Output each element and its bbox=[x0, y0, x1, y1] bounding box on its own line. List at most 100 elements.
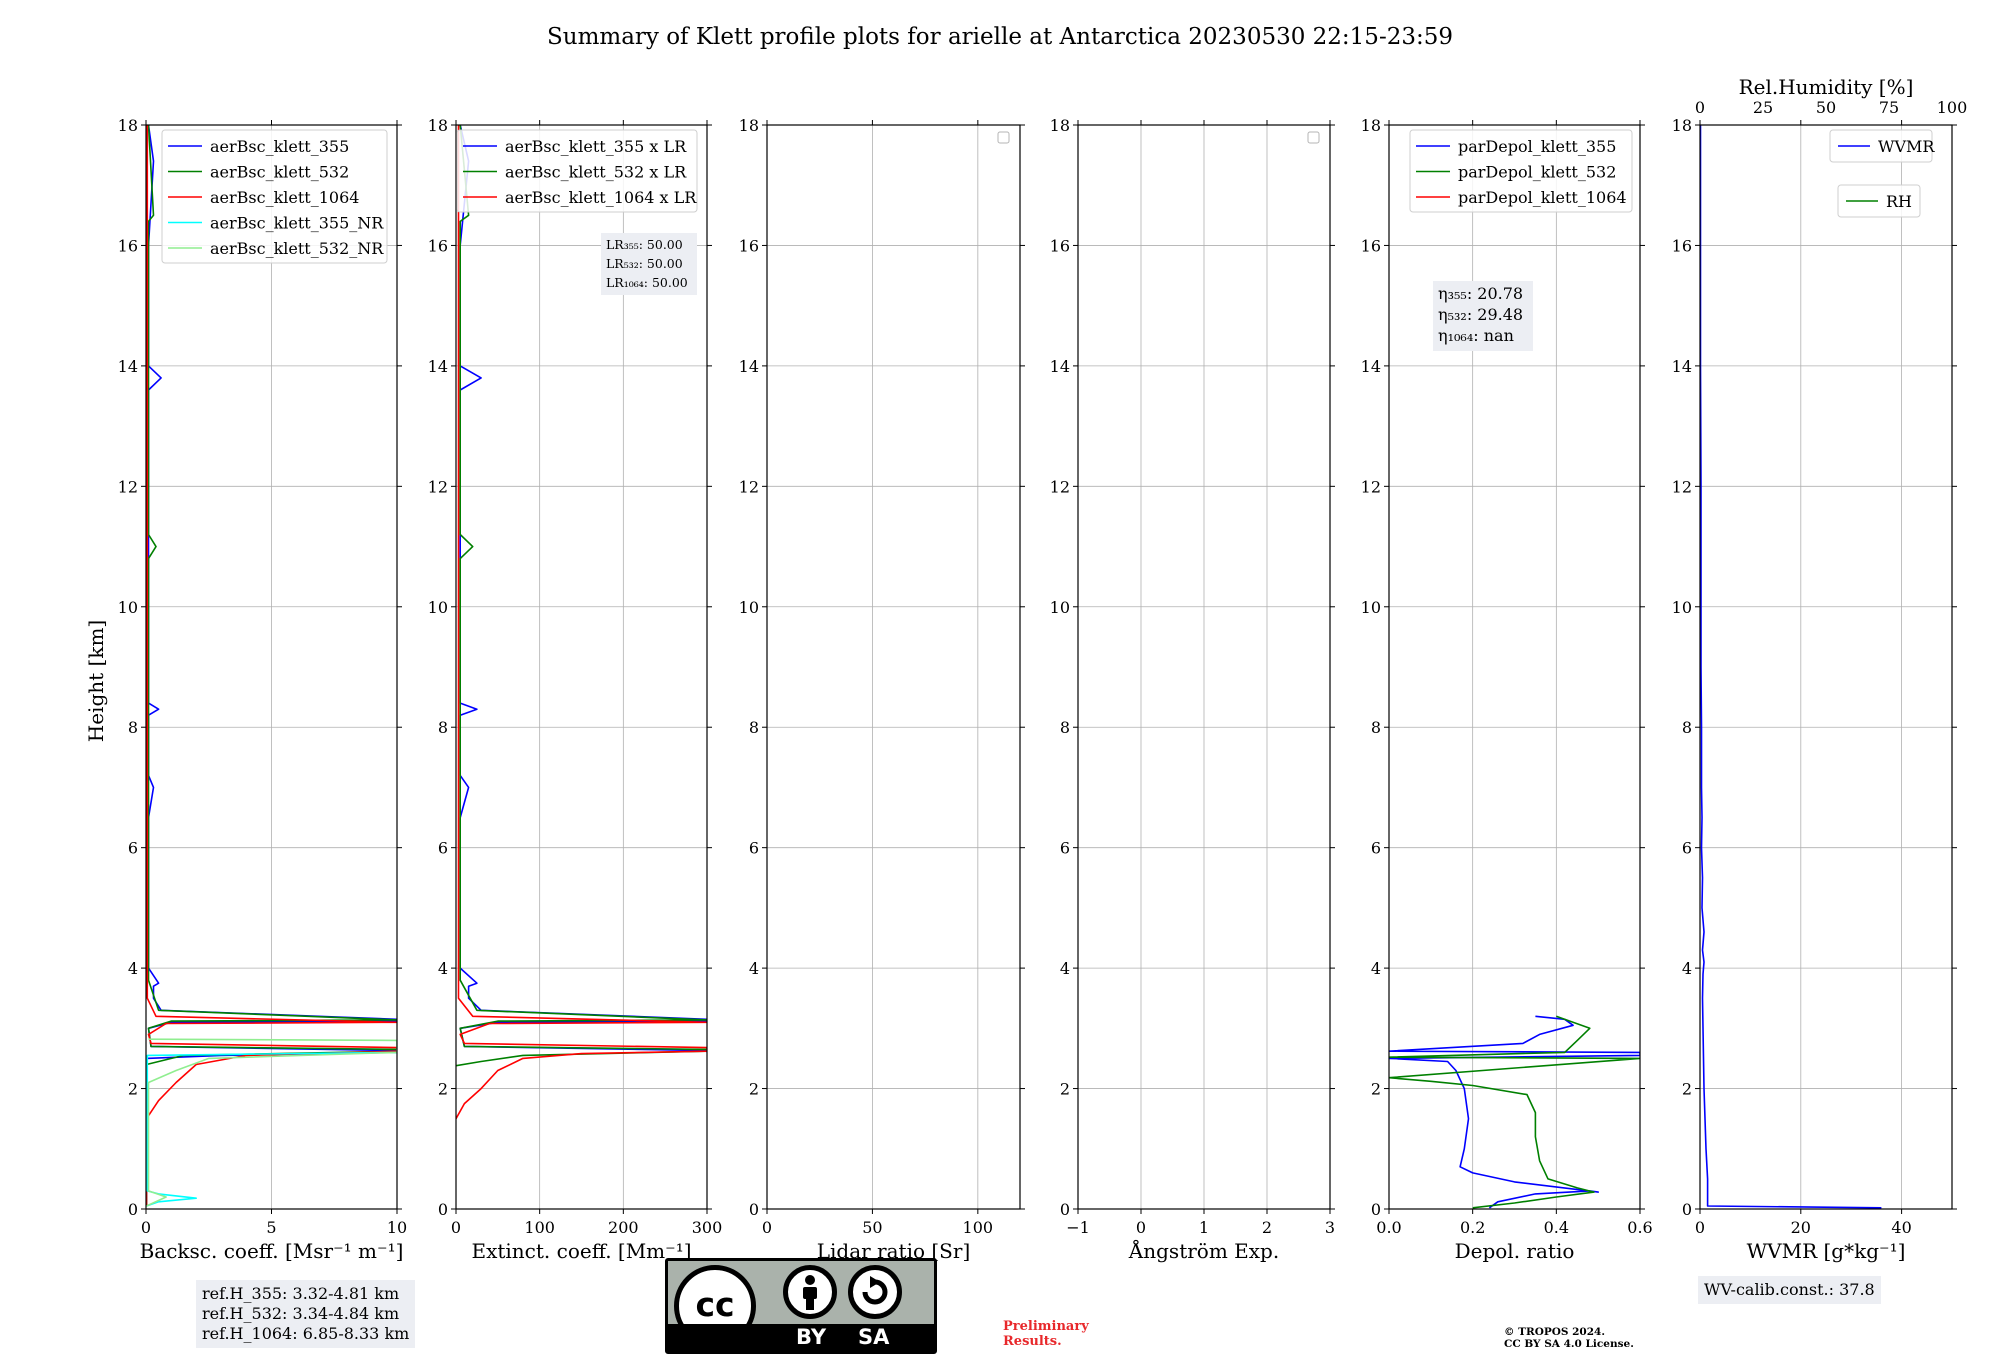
y-tick-label: 10 bbox=[118, 598, 138, 617]
legend-entry-aerBsc_klett_355: aerBsc_klett_355 bbox=[210, 137, 349, 156]
copyright-line-2: CC BY SA 4.0 License. bbox=[1504, 1338, 1634, 1350]
ref-height-532: ref.H_532: 3.34-4.84 km bbox=[202, 1304, 400, 1323]
x-tick-label: 0 bbox=[1136, 1218, 1146, 1237]
y-tick-label: 0 bbox=[438, 1200, 448, 1219]
x-tick-label: 0 bbox=[762, 1218, 772, 1237]
series-group bbox=[1700, 125, 1882, 1209]
plot-frame bbox=[766, 124, 1021, 1210]
series-line-parDepol_klett_355 bbox=[1389, 1015, 1640, 1209]
series-group bbox=[146, 125, 397, 1207]
x-tick-label: 0.6 bbox=[1627, 1218, 1652, 1237]
y-tick-label: 6 bbox=[438, 839, 448, 858]
y-tick-label: 10 bbox=[1050, 598, 1070, 617]
x-tick-label: 2 bbox=[1262, 1218, 1272, 1237]
y-tick-label: 0 bbox=[1060, 1200, 1070, 1219]
y-tick-label: 12 bbox=[1672, 477, 1692, 496]
empty-legend-box bbox=[997, 131, 1010, 144]
y-tick-label: 16 bbox=[118, 236, 138, 255]
series-line-WVMR bbox=[1700, 125, 1882, 1209]
x2-tick-label: 25 bbox=[1753, 98, 1773, 117]
y-tick-label: 16 bbox=[428, 236, 448, 255]
y-tick-label: 10 bbox=[1361, 598, 1381, 617]
y-tick-label: 4 bbox=[1371, 959, 1381, 978]
y-tick-label: 12 bbox=[118, 477, 138, 496]
x-tick-label: 0 bbox=[451, 1218, 461, 1237]
legend-entry-aerBsc_klett_532_NR: aerBsc_klett_532_NR bbox=[210, 239, 384, 258]
y-tick-label: 4 bbox=[438, 959, 448, 978]
series-line-aerBsc_klett_532_NR bbox=[146, 1038, 397, 1207]
legend-box bbox=[1837, 184, 1921, 218]
legend-box bbox=[1829, 129, 1933, 163]
y-tick-label: 14 bbox=[118, 357, 138, 376]
x-tick-label: 0.0 bbox=[1376, 1218, 1401, 1237]
shared-y-axis-label: Height [km] bbox=[84, 620, 108, 742]
x2-axis-label: Rel.Humidity [%] bbox=[1739, 75, 1914, 99]
annotation-line: LR₃₅₅: 50.00 bbox=[606, 237, 683, 252]
y-tick-label: 6 bbox=[1060, 839, 1070, 858]
y-tick-label: 0 bbox=[1371, 1200, 1381, 1219]
series-line-aerBsc_klett_1064 bbox=[146, 125, 397, 1206]
plot-frame bbox=[1699, 124, 1953, 1210]
preliminary-line-2: Results. bbox=[1003, 1334, 1062, 1349]
y-tick-label: 6 bbox=[1371, 839, 1381, 858]
y-tick-label: 14 bbox=[739, 357, 759, 376]
annotation-line: η₃₅₅: 20.78 bbox=[1438, 284, 1523, 303]
y-tick-label: 4 bbox=[1060, 959, 1070, 978]
x-tick-label: 3 bbox=[1325, 1218, 1335, 1237]
y-tick-label: 14 bbox=[1050, 357, 1070, 376]
x2-tick-label: 0 bbox=[1695, 98, 1705, 117]
series-line-parDepol_klett_532 bbox=[1389, 1015, 1640, 1209]
x-axis-label: Extinct. coeff. [Mm⁻¹] bbox=[471, 1239, 691, 1263]
y-tick-label: 18 bbox=[118, 116, 138, 135]
y-tick-label: 2 bbox=[1682, 1080, 1692, 1099]
legend-entry-aerBsc_klett_355_NR: aerBsc_klett_355_NR bbox=[210, 214, 384, 233]
y-tick-label: 2 bbox=[438, 1080, 448, 1099]
y-tick-label: 10 bbox=[739, 598, 759, 617]
annotation-line: η₅₃₂: 29.48 bbox=[1438, 305, 1523, 324]
x2-tick-label: 50 bbox=[1816, 98, 1836, 117]
x-tick-label: 20 bbox=[1791, 1218, 1811, 1237]
annotation-line: LR₁₀₆₄: 50.00 bbox=[606, 275, 688, 290]
y-tick-label: 16 bbox=[1361, 236, 1381, 255]
x-tick-label: 10 bbox=[387, 1218, 407, 1237]
legend-entry-WVMR: WVMR bbox=[1878, 137, 1935, 156]
y-tick-label: 2 bbox=[128, 1080, 138, 1099]
annotation-line: η₁₀₆₄: nan bbox=[1438, 326, 1514, 345]
x-axis-label: Depol. ratio bbox=[1455, 1239, 1575, 1263]
ref-height-355: ref.H_355: 3.32-4.81 km bbox=[202, 1284, 400, 1303]
empty-legend-box bbox=[1307, 131, 1320, 144]
y-tick-label: 16 bbox=[1050, 236, 1070, 255]
y-tick-label: 18 bbox=[1050, 116, 1070, 135]
wv-calib-text: WV-calib.const.: 37.8 bbox=[1704, 1280, 1875, 1299]
series-group bbox=[1389, 1015, 1640, 1209]
plot-frame bbox=[1388, 124, 1641, 1210]
y-tick-label: 18 bbox=[428, 116, 448, 135]
annotation-box bbox=[1433, 281, 1533, 351]
cc-license-bar: BY SA bbox=[668, 1324, 934, 1351]
y-tick-label: 4 bbox=[749, 959, 759, 978]
sa-share-alike-icon bbox=[848, 1265, 902, 1319]
x-tick-label: 100 bbox=[524, 1218, 555, 1237]
x-axis-label: WVMR [g*kg⁻¹] bbox=[1747, 1239, 1906, 1263]
legend-entry-RH: RH bbox=[1886, 192, 1912, 211]
legend-entry-aerBsc_klett_1064: aerBsc_klett_1064 bbox=[210, 188, 359, 207]
y-tick-label: 8 bbox=[1682, 718, 1692, 737]
preliminary-line-1: Preliminary bbox=[1003, 1319, 1089, 1334]
y-tick-label: 14 bbox=[1361, 357, 1381, 376]
y-tick-label: 10 bbox=[428, 598, 448, 617]
legend-entry-parDepol_klett_532: parDepol_klett_532 bbox=[1458, 163, 1616, 182]
reference-heights-box: ref.H_355: 3.32-4.81 km ref.H_532: 3.34-… bbox=[196, 1280, 416, 1348]
y-tick-label: 8 bbox=[749, 718, 759, 737]
y-tick-label: 6 bbox=[128, 839, 138, 858]
y-tick-label: 12 bbox=[1361, 477, 1381, 496]
y-tick-label: 18 bbox=[1672, 116, 1692, 135]
x-tick-label: 5 bbox=[266, 1218, 276, 1237]
cc-logo-text: cc bbox=[695, 1285, 735, 1324]
y-tick-label: 2 bbox=[1371, 1080, 1381, 1099]
annotation-line: LR₅₃₂: 50.00 bbox=[606, 256, 683, 271]
